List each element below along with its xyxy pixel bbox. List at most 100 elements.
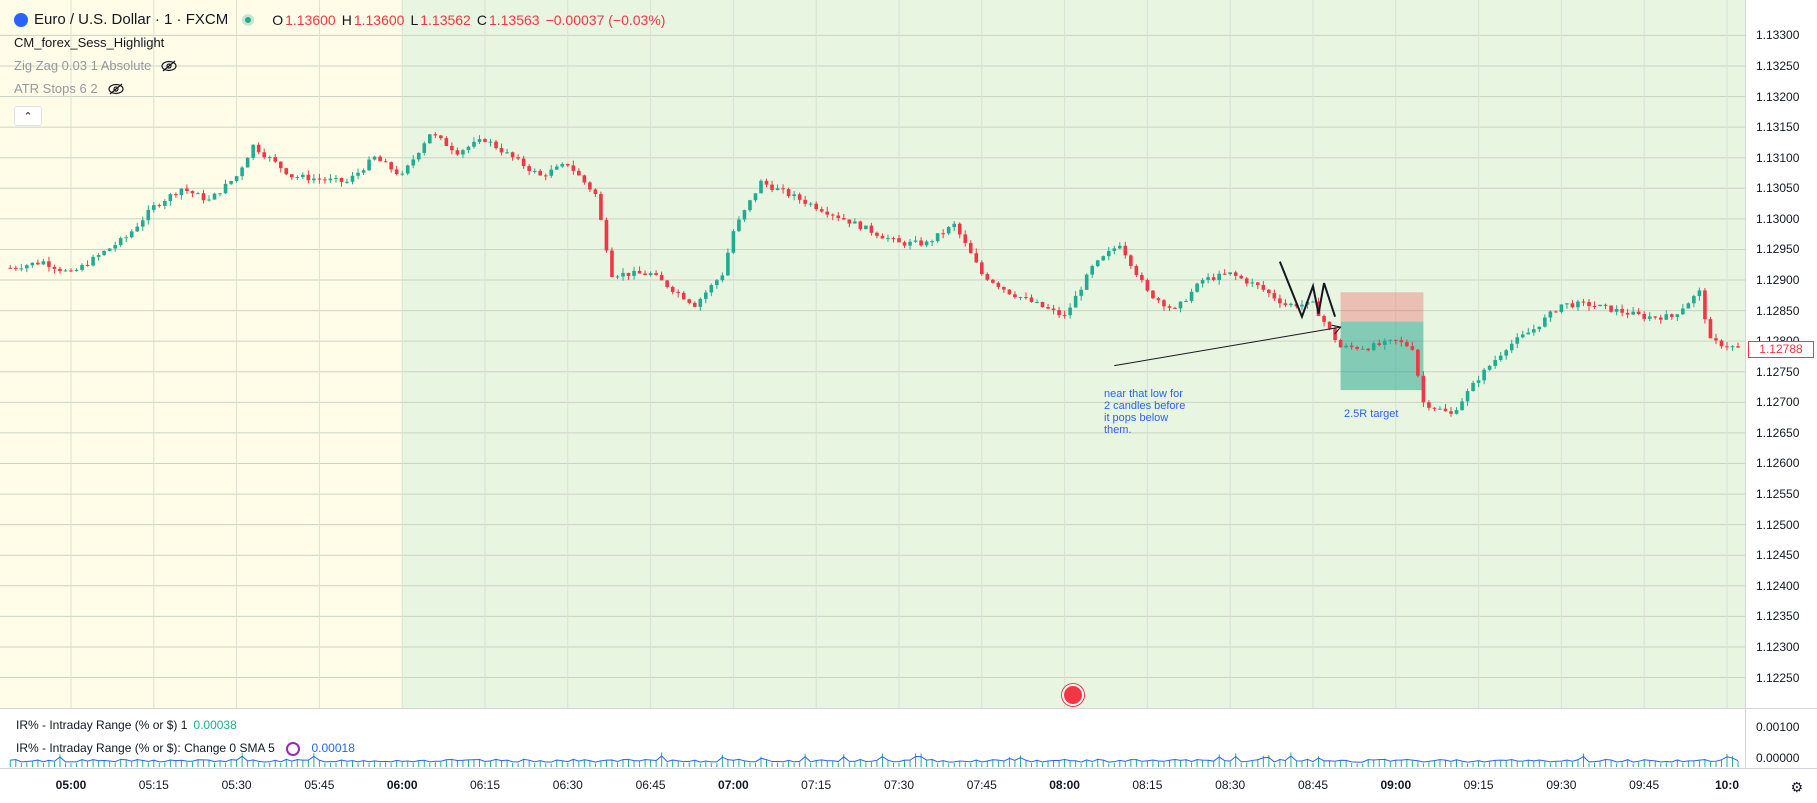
- candle[interactable]: [676, 291, 680, 293]
- candle[interactable]: [670, 286, 675, 292]
- candle[interactable]: [692, 302, 697, 307]
- candle[interactable]: [853, 221, 857, 224]
- candle[interactable]: [1112, 248, 1117, 252]
- candle[interactable]: [472, 141, 476, 147]
- candle[interactable]: [1068, 307, 1072, 316]
- candle[interactable]: [582, 175, 587, 183]
- candle[interactable]: [179, 188, 184, 195]
- candle[interactable]: [19, 268, 24, 270]
- candle[interactable]: [1040, 301, 1045, 308]
- candle[interactable]: [913, 240, 918, 242]
- candle[interactable]: [1587, 301, 1591, 307]
- candle[interactable]: [1416, 349, 1420, 376]
- candle[interactable]: [245, 157, 250, 168]
- candle[interactable]: [538, 170, 542, 176]
- candle[interactable]: [748, 200, 752, 211]
- candle[interactable]: [1278, 298, 1282, 304]
- candle[interactable]: [383, 161, 388, 163]
- candle[interactable]: [36, 262, 40, 265]
- candle[interactable]: [163, 201, 167, 206]
- candle[interactable]: [52, 266, 57, 269]
- candle[interactable]: [1322, 316, 1326, 322]
- candle[interactable]: [251, 144, 255, 158]
- candle[interactable]: [14, 267, 18, 269]
- candle[interactable]: [146, 209, 151, 221]
- candle[interactable]: [1344, 345, 1348, 348]
- candle[interactable]: [1438, 408, 1442, 410]
- candle[interactable]: [1647, 316, 1652, 319]
- candle[interactable]: [626, 272, 631, 276]
- candle[interactable]: [902, 242, 907, 246]
- candle[interactable]: [742, 210, 747, 220]
- indicator-name[interactable]: ATR Stops 6 2: [14, 81, 98, 96]
- candle[interactable]: [764, 180, 769, 185]
- candle[interactable]: [808, 203, 813, 205]
- candle[interactable]: [566, 163, 570, 166]
- candle[interactable]: [1443, 408, 1448, 412]
- candle[interactable]: [339, 177, 344, 182]
- candle[interactable]: [1653, 316, 1658, 318]
- candle[interactable]: [654, 273, 658, 275]
- candle[interactable]: [1692, 296, 1696, 304]
- candle[interactable]: [328, 178, 333, 181]
- candle[interactable]: [416, 152, 421, 160]
- candle[interactable]: [1515, 337, 1520, 344]
- candle[interactable]: [30, 262, 35, 266]
- candle[interactable]: [295, 177, 300, 179]
- candle[interactable]: [262, 152, 266, 158]
- candle[interactable]: [1520, 334, 1525, 338]
- candle[interactable]: [698, 298, 703, 307]
- candle[interactable]: [129, 231, 134, 238]
- candle[interactable]: [1476, 380, 1481, 383]
- candle[interactable]: [1460, 401, 1464, 411]
- candle[interactable]: [1421, 375, 1426, 403]
- candle[interactable]: [91, 256, 95, 266]
- candle[interactable]: [240, 167, 244, 177]
- candle[interactable]: [1614, 308, 1619, 312]
- indicator-row-1[interactable]: Zig Zag 0.03 1 Absolute: [14, 54, 665, 77]
- candle[interactable]: [819, 209, 824, 212]
- candle[interactable]: [1554, 311, 1558, 313]
- candle[interactable]: [1178, 301, 1183, 309]
- candle[interactable]: [731, 231, 736, 253]
- candle[interactable]: [229, 180, 233, 184]
- candle[interactable]: [1062, 315, 1067, 317]
- candle[interactable]: [317, 178, 322, 180]
- candle[interactable]: [1576, 301, 1580, 308]
- candle[interactable]: [96, 254, 101, 257]
- indicator-row-2[interactable]: ATR Stops 6 2: [14, 77, 665, 100]
- candle[interactable]: [1106, 251, 1111, 257]
- candle[interactable]: [152, 205, 156, 210]
- candle[interactable]: [1200, 279, 1205, 284]
- candle[interactable]: [1035, 301, 1039, 303]
- candle[interactable]: [267, 157, 272, 159]
- candle[interactable]: [1151, 290, 1155, 299]
- candle[interactable]: [930, 241, 934, 243]
- candle[interactable]: [444, 138, 449, 146]
- candle[interactable]: [1095, 260, 1100, 267]
- candle[interactable]: [85, 264, 90, 266]
- indicator-legend-2[interactable]: IR% - Intraday Range (% or $): Change 0 …: [16, 741, 355, 756]
- candle[interactable]: [1487, 365, 1492, 370]
- candle[interactable]: [1349, 345, 1354, 348]
- candle[interactable]: [1603, 304, 1608, 306]
- candle[interactable]: [610, 250, 614, 277]
- us-flag-event-icon[interactable]: [1062, 684, 1084, 706]
- indicator-name[interactable]: Zig Zag 0.03 1 Absolute: [14, 58, 152, 73]
- indicator-legend-1[interactable]: IR% - Intraday Range (% or $) 1 0.00038: [16, 718, 237, 732]
- candle[interactable]: [499, 148, 504, 153]
- candle[interactable]: [1222, 273, 1227, 275]
- candle[interactable]: [1399, 340, 1404, 343]
- candle[interactable]: [847, 219, 852, 224]
- candle[interactable]: [47, 261, 51, 267]
- zigzag-drawing[interactable]: [1278, 261, 1337, 320]
- candle[interactable]: [792, 194, 796, 197]
- candle[interactable]: [411, 159, 416, 166]
- candle[interactable]: [157, 205, 162, 207]
- candle[interactable]: [1405, 342, 1409, 347]
- candle[interactable]: [273, 157, 278, 162]
- candle[interactable]: [726, 252, 730, 276]
- candle[interactable]: [1233, 272, 1238, 276]
- candle[interactable]: [118, 238, 123, 246]
- candle[interactable]: [1377, 343, 1382, 346]
